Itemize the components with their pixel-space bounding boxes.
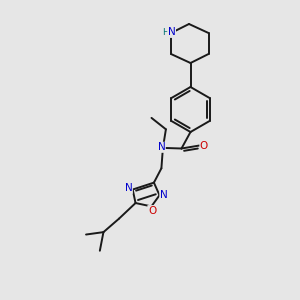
Text: N: N	[160, 190, 168, 200]
Text: N: N	[168, 27, 176, 38]
Text: O: O	[148, 206, 156, 216]
Text: O: O	[200, 140, 208, 151]
Text: N: N	[124, 183, 132, 193]
Text: N: N	[158, 142, 165, 152]
Text: H: H	[162, 28, 169, 37]
